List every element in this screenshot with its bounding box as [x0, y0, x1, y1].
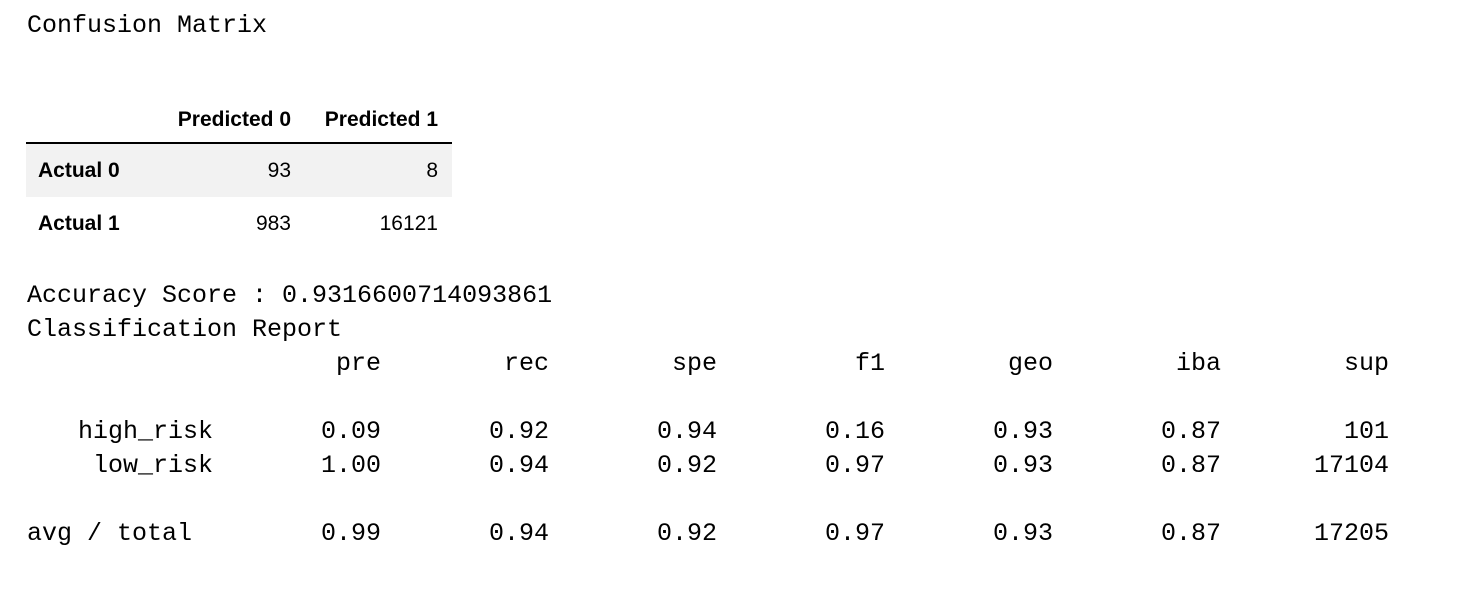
- table-row: Actual 1 983 16121: [26, 197, 452, 251]
- report-column-header: iba: [1053, 347, 1221, 381]
- corner-cell: [26, 98, 158, 143]
- report-total-label: avg / total: [27, 517, 213, 551]
- report-column-header: f1: [717, 347, 885, 381]
- column-header-predicted-1: Predicted 1: [305, 98, 452, 143]
- report-cell: 0.94: [381, 449, 549, 483]
- report-cell: 0.92: [381, 415, 549, 449]
- confusion-matrix-header-row: Predicted 0 Predicted 1: [26, 98, 452, 143]
- report-column-header: rec: [381, 347, 549, 381]
- report-row-total: avg / total 0.99 0.94 0.92 0.97 0.93 0.8…: [27, 517, 1389, 551]
- report-cell: 0.97: [717, 449, 885, 483]
- report-cell: 0.97: [717, 517, 885, 551]
- report-cell: 0.99: [213, 517, 381, 551]
- report-column-header: spe: [549, 347, 717, 381]
- report-header-row: pre rec spe f1 geo iba sup: [27, 347, 1389, 381]
- report-cell: 1.00: [213, 449, 381, 483]
- report-cell: 0.92: [549, 517, 717, 551]
- report-cell: 0.09: [213, 415, 381, 449]
- classification-report-title: Classification Report: [27, 313, 342, 347]
- report-cell: 0.87: [1053, 517, 1221, 551]
- report-corner-cell: [27, 347, 213, 381]
- table-cell: 8: [305, 143, 452, 197]
- confusion-matrix-title: Confusion Matrix: [27, 9, 267, 43]
- report-spacer-row: [27, 381, 1389, 415]
- report-row-high-risk: high_risk 0.09 0.92 0.94 0.16 0.93 0.87 …: [27, 415, 1389, 449]
- row-header-actual-0: Actual 0: [26, 143, 158, 197]
- report-cell: 0.16: [717, 415, 885, 449]
- table-cell: 16121: [305, 197, 452, 251]
- row-header-actual-1: Actual 1: [26, 197, 158, 251]
- report-cell: 0.87: [1053, 415, 1221, 449]
- report-cell: 0.93: [885, 415, 1053, 449]
- report-cell: 17205: [1221, 517, 1389, 551]
- table-cell: 983: [158, 197, 305, 251]
- accuracy-score-line: Accuracy Score : 0.9316600714093861: [27, 279, 552, 313]
- report-cell: 0.92: [549, 449, 717, 483]
- report-spacer-row: [27, 483, 1389, 517]
- report-column-header: geo: [885, 347, 1053, 381]
- report-column-header: pre: [213, 347, 381, 381]
- report-row-label: low_risk: [27, 449, 213, 483]
- table-row: Actual 0 93 8: [26, 143, 452, 197]
- report-cell: 0.93: [885, 449, 1053, 483]
- classification-report-table: pre rec spe f1 geo iba sup high_risk 0.0…: [27, 347, 1389, 551]
- report-cell: 101: [1221, 415, 1389, 449]
- report-cell: 17104: [1221, 449, 1389, 483]
- report-row-low-risk: low_risk 1.00 0.94 0.92 0.97 0.93 0.87 1…: [27, 449, 1389, 483]
- report-cell: 0.94: [381, 517, 549, 551]
- report-row-label: high_risk: [27, 415, 213, 449]
- table-cell: 93: [158, 143, 305, 197]
- report-column-header: sup: [1221, 347, 1389, 381]
- column-header-predicted-0: Predicted 0: [158, 98, 305, 143]
- confusion-matrix-table: Predicted 0 Predicted 1 Actual 0 93 8 Ac…: [26, 98, 452, 251]
- report-cell: 0.87: [1053, 449, 1221, 483]
- report-cell: 0.93: [885, 517, 1053, 551]
- report-cell: 0.94: [549, 415, 717, 449]
